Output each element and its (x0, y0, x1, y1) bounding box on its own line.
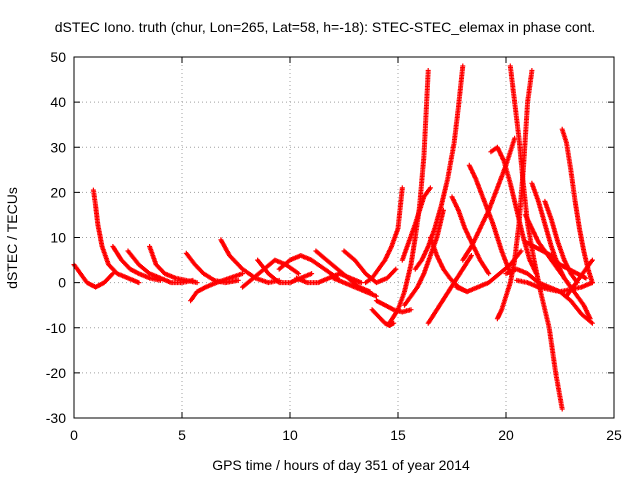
data-point-markers (399, 185, 433, 263)
data-arc (564, 257, 595, 299)
data-point-markers (514, 277, 595, 295)
y-tick-label: 40 (50, 94, 66, 110)
x-tick-label: 15 (390, 427, 406, 443)
data-arc (494, 68, 535, 322)
y-tick-label: 30 (50, 139, 66, 155)
y-tick-label: -20 (46, 365, 66, 381)
data-arc (488, 144, 539, 277)
data-point-markers (529, 180, 574, 290)
data-point-markers (488, 144, 539, 277)
y-tick-label: 50 (50, 49, 66, 65)
y-tick-label: 10 (50, 230, 66, 246)
data-arc (276, 253, 340, 281)
data-point-markers (466, 162, 513, 277)
y-tick-label: 20 (50, 184, 66, 200)
y-tick-label: -30 (46, 410, 66, 426)
data-point-markers (276, 253, 340, 281)
grid (74, 57, 614, 418)
data-point-markers (564, 257, 595, 299)
data-point-markers (449, 194, 492, 277)
data-arc (188, 271, 245, 304)
data-arc (330, 275, 379, 299)
x-tick-label: 10 (282, 427, 298, 443)
x-axis-label: GPS time / hours of day 351 of year 2014 (212, 457, 470, 473)
data-arc (363, 185, 405, 286)
x-tick-label: 5 (178, 427, 186, 443)
data-point-markers (363, 185, 405, 286)
chart-title: dSTEC Iono. truth (chur, Lon=265, Lat=58… (55, 19, 595, 35)
data-marks (71, 63, 595, 412)
data-point-markers (494, 68, 535, 322)
data-point-markers (542, 198, 580, 286)
x-tick-label: 0 (70, 427, 78, 443)
data-arc (514, 277, 595, 295)
data-arc (412, 63, 466, 272)
data-arc (425, 253, 474, 326)
data-arc (110, 244, 163, 283)
data-point-markers (412, 63, 466, 272)
data-point-markers (425, 253, 474, 326)
data-arc (399, 185, 433, 263)
data-arc (529, 180, 574, 290)
data-arc (466, 162, 513, 277)
axis-ticks: 0 5 10 15 20 25 -30 -20 -10 0 10 20 30 40 50 (46, 49, 622, 443)
data-arc (147, 244, 200, 286)
y-tick-label: -10 (46, 320, 66, 336)
data-point-markers (110, 244, 163, 283)
data-point-markers (147, 244, 200, 286)
data-arc (90, 187, 142, 286)
y-axis-label: dSTEC / TECUs (4, 187, 20, 289)
data-arc (449, 194, 492, 277)
data-point-markers (188, 271, 245, 304)
data-arc (542, 198, 580, 286)
x-tick-label: 20 (498, 427, 514, 443)
data-point-markers (90, 187, 142, 286)
data-point-markers (330, 275, 379, 299)
y-tick-label: 0 (58, 275, 66, 291)
x-tick-label: 25 (606, 427, 622, 443)
